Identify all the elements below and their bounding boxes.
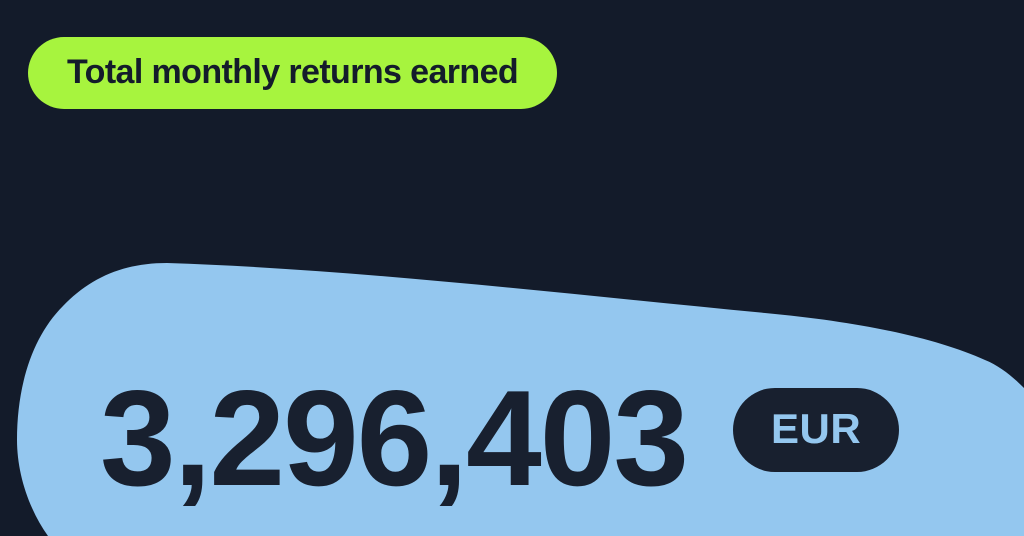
currency-label: EUR: [771, 405, 862, 452]
badge-label: Total monthly returns earned: [67, 52, 519, 91]
metric-row: 3,296,403 EUR: [100, 362, 900, 514]
currency-pill: EUR: [733, 388, 900, 472]
total-returns-badge: Total monthly returns earned: [28, 37, 558, 109]
metric-value: 3,296,403: [100, 362, 689, 514]
